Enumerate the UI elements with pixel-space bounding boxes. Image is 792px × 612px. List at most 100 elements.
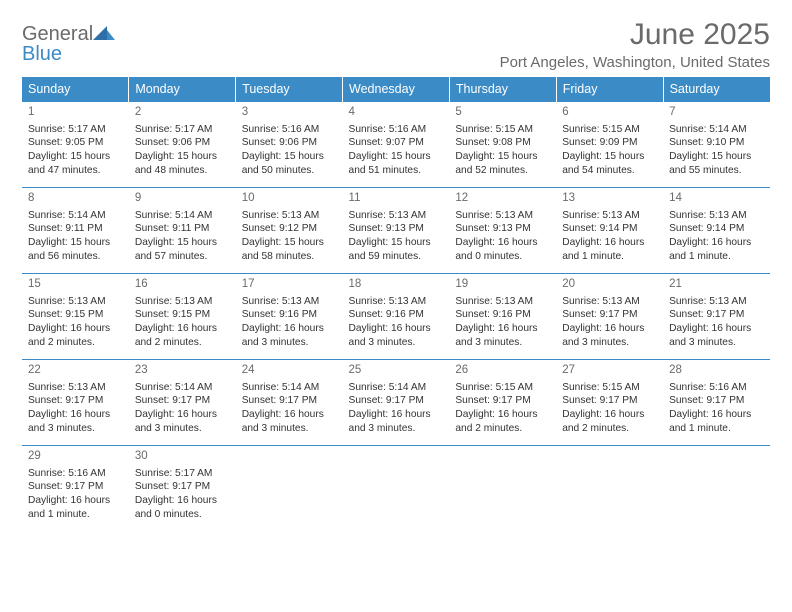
calendar-cell xyxy=(236,446,343,532)
calendar-cell: 29Sunrise: 5:16 AMSunset: 9:17 PMDayligh… xyxy=(22,446,129,532)
sunset-line: Sunset: 9:11 PM xyxy=(28,222,123,236)
sunrise-line: Sunrise: 5:13 AM xyxy=(28,295,123,309)
sunrise-line: Sunrise: 5:15 AM xyxy=(562,381,657,395)
sunrise-line: Sunrise: 5:14 AM xyxy=(135,381,230,395)
sunset-line: Sunset: 9:06 PM xyxy=(242,136,337,150)
daylight-line: Daylight: 16 hours and 1 minute. xyxy=(669,408,764,436)
sunrise-line: Sunrise: 5:13 AM xyxy=(455,209,550,223)
sunrise-line: Sunrise: 5:15 AM xyxy=(562,123,657,137)
sunset-line: Sunset: 9:17 PM xyxy=(135,480,230,494)
calendar-row: 1Sunrise: 5:17 AMSunset: 9:05 PMDaylight… xyxy=(22,102,770,188)
sunrise-line: Sunrise: 5:13 AM xyxy=(669,295,764,309)
sunset-line: Sunset: 9:05 PM xyxy=(28,136,123,150)
sunset-line: Sunset: 9:14 PM xyxy=(562,222,657,236)
daylight-line: Daylight: 16 hours and 3 minutes. xyxy=(135,408,230,436)
sunrise-line: Sunrise: 5:16 AM xyxy=(349,123,444,137)
daylight-line: Daylight: 16 hours and 3 minutes. xyxy=(349,408,444,436)
calendar-cell: 20Sunrise: 5:13 AMSunset: 9:17 PMDayligh… xyxy=(556,274,663,360)
day-number: 17 xyxy=(242,277,337,293)
calendar-cell: 6Sunrise: 5:15 AMSunset: 9:09 PMDaylight… xyxy=(556,102,663,188)
day-number: 30 xyxy=(135,449,230,465)
sunset-line: Sunset: 9:15 PM xyxy=(135,308,230,322)
sunset-line: Sunset: 9:17 PM xyxy=(562,308,657,322)
calendar-body: 1 Sunrise: 5:17 AM Sunset: 9:05 PM Daylight… xyxy=(22,102,770,532)
weekday-header: Thursday xyxy=(449,77,556,102)
calendar-cell: 2Sunrise: 5:17 AMSunset: 9:06 PMDaylight… xyxy=(129,102,236,188)
calendar-cell: 30 Sunrise: 5:17 AMSunset: 9:17 PMDayligh… xyxy=(129,446,236,532)
day-number: 1 xyxy=(28,105,123,121)
daylight-line: Daylight: 15 hours and 48 minutes. xyxy=(135,150,230,178)
day-number: 24 xyxy=(242,363,337,379)
sunrise-line: Sunrise: 5:14 AM xyxy=(669,123,764,137)
day-number: 20 xyxy=(562,277,657,293)
calendar-cell: 19Sunrise: 5:13 AMSunset: 9:16 PMDayligh… xyxy=(449,274,556,360)
sunrise-line: Sunrise: 5:17 AM xyxy=(135,467,230,481)
sunset-line: Sunset: 9:17 PM xyxy=(28,480,123,494)
calendar-cell xyxy=(449,446,556,532)
sunset-line: Sunset: 9:09 PM xyxy=(562,136,657,150)
calendar-cell: 17Sunrise: 5:13 AMSunset: 9:16 PMDayligh… xyxy=(236,274,343,360)
title-block: June 2025 Port Angeles, Washington, Unit… xyxy=(500,18,770,71)
day-number: 26 xyxy=(455,363,550,379)
calendar-cell: 7Sunrise: 5:14 AMSunset: 9:10 PMDaylight… xyxy=(663,102,770,188)
sunset-line: Sunset: 9:07 PM xyxy=(349,136,444,150)
sunset-line: Sunset: 9:14 PM xyxy=(669,222,764,236)
logo-word-1: General xyxy=(22,23,93,45)
sunrise-line: Sunrise: 5:14 AM xyxy=(28,209,123,223)
sunrise-line: Sunrise: 5:13 AM xyxy=(562,295,657,309)
sunrise-line: Sunrise: 5:13 AM xyxy=(349,209,444,223)
day-number: 3 xyxy=(242,105,337,121)
sunset-line: Sunset: 9:17 PM xyxy=(349,394,444,408)
calendar-cell: 10Sunrise: 5:13 AMSunset: 9:12 PMDayligh… xyxy=(236,188,343,274)
weekday-header: Tuesday xyxy=(236,77,343,102)
calendar-row: 8Sunrise: 5:14 AMSunset: 9:11 PMDaylight… xyxy=(22,188,770,274)
weekday-header: Wednesday xyxy=(343,77,450,102)
daylight-line: Daylight: 16 hours and 0 minutes. xyxy=(135,494,230,522)
daylight-line: Daylight: 16 hours and 3 minutes. xyxy=(242,322,337,350)
calendar-cell: 14Sunrise: 5:13 AMSunset: 9:14 PMDayligh… xyxy=(663,188,770,274)
calendar-cell: 3Sunrise: 5:16 AMSunset: 9:06 PMDaylight… xyxy=(236,102,343,188)
day-number: 23 xyxy=(135,363,230,379)
daylight-line: Daylight: 16 hours and 3 minutes. xyxy=(349,322,444,350)
sunrise-line: Sunrise: 5:13 AM xyxy=(349,295,444,309)
sunrise-line: Sunrise: 5:14 AM xyxy=(349,381,444,395)
sunrise-line: Sunrise: 5:16 AM xyxy=(28,467,123,481)
daylight-line: Daylight: 16 hours and 2 minutes. xyxy=(135,322,230,350)
sunset-line: Sunset: 9:17 PM xyxy=(669,308,764,322)
logo-text-block: General Blue xyxy=(22,24,115,64)
calendar-cell: 24Sunrise: 5:14 AMSunset: 9:17 PMDayligh… xyxy=(236,360,343,446)
calendar-cell: 23 Sunrise: 5:14 AMSunset: 9:17 PMDayligh… xyxy=(129,360,236,446)
sunset-line: Sunset: 9:17 PM xyxy=(135,394,230,408)
sunset-line: Sunset: 9:12 PM xyxy=(242,222,337,236)
daylight-line: Daylight: 16 hours and 3 minutes. xyxy=(242,408,337,436)
daylight-line: Daylight: 15 hours and 52 minutes. xyxy=(455,150,550,178)
calendar-row: 29Sunrise: 5:16 AMSunset: 9:17 PMDayligh… xyxy=(22,446,770,532)
calendar-cell: 28Sunrise: 5:16 AMSunset: 9:17 PMDayligh… xyxy=(663,360,770,446)
daylight-line: Daylight: 16 hours and 2 minutes. xyxy=(28,322,123,350)
day-number: 9 xyxy=(135,191,230,207)
calendar-cell xyxy=(343,446,450,532)
page-title: June 2025 xyxy=(500,18,770,52)
daylight-line: Daylight: 16 hours and 2 minutes. xyxy=(562,408,657,436)
day-number: 28 xyxy=(669,363,764,379)
day-number: 2 xyxy=(135,105,230,121)
daylight-line: Daylight: 16 hours and 3 minutes. xyxy=(455,322,550,350)
sunset-line: Sunset: 9:16 PM xyxy=(455,308,550,322)
sunrise-line: Sunrise: 5:13 AM xyxy=(135,295,230,309)
sunrise-line: Sunrise: 5:13 AM xyxy=(455,295,550,309)
calendar-cell: 22Sunrise: 5:13 AMSunset: 9:17 PMDayligh… xyxy=(22,360,129,446)
day-number: 5 xyxy=(455,105,550,121)
sunset-line: Sunset: 9:08 PM xyxy=(455,136,550,150)
calendar-cell: 25Sunrise: 5:14 AMSunset: 9:17 PMDayligh… xyxy=(343,360,450,446)
logo-word-2: Blue xyxy=(22,44,115,64)
daylight-line: Daylight: 15 hours and 57 minutes. xyxy=(135,236,230,264)
day-number: 13 xyxy=(562,191,657,207)
sunset-line: Sunset: 9:15 PM xyxy=(28,308,123,322)
sunset-line: Sunset: 9:13 PM xyxy=(349,222,444,236)
calendar-cell: 27Sunrise: 5:15 AMSunset: 9:17 PMDayligh… xyxy=(556,360,663,446)
sunset-line: Sunset: 9:17 PM xyxy=(28,394,123,408)
daylight-line: Daylight: 16 hours and 3 minutes. xyxy=(28,408,123,436)
sunset-line: Sunset: 9:16 PM xyxy=(349,308,444,322)
sunset-line: Sunset: 9:16 PM xyxy=(242,308,337,322)
day-number: 7 xyxy=(669,105,764,121)
